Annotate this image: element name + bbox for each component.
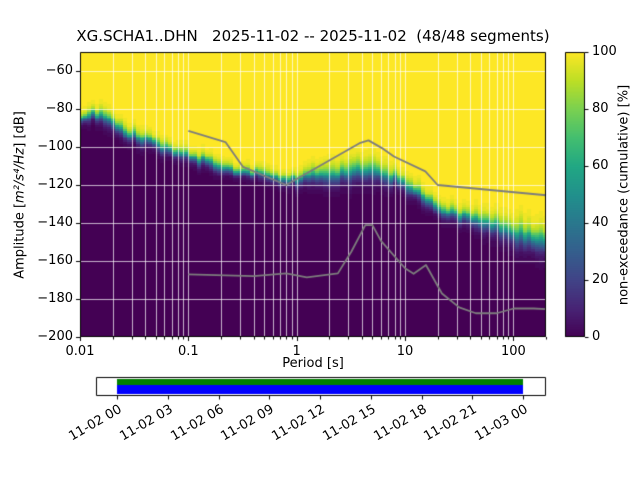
y-tick-label: −180	[37, 291, 73, 306]
y-axis-label-prefix: Amplitude [	[12, 202, 28, 279]
y-tick-label: −200	[37, 329, 73, 344]
colorbar-tick-label: 100	[592, 44, 617, 59]
y-tick-label: −120	[37, 177, 73, 192]
x-axis-label: Period [s]	[282, 356, 344, 371]
x-tick-label: 0.1	[178, 344, 199, 359]
y-tick-label: −140	[37, 215, 73, 230]
colorbar-tick-label: 80	[592, 101, 609, 116]
x-tick-label: 100	[500, 344, 526, 359]
colorbar-tick-label: 0	[592, 329, 601, 344]
y-tick-label: −80	[45, 101, 73, 116]
plot-title: XG.SCHA1..DHN 2025-11-02 -- 2025-11-02 (…	[76, 27, 550, 45]
x-tick-label: 10	[396, 344, 414, 359]
y-axis-label-suffix: ] [dB]	[12, 111, 28, 148]
y-tick-label: −160	[37, 253, 73, 268]
x-tick-label: 1	[292, 344, 301, 359]
x-tick-label: 0.01	[65, 344, 95, 359]
colorbar-tick-label: 40	[592, 215, 609, 230]
y-axis-label-units: m²/s⁴/Hz	[12, 147, 28, 203]
colorbar-label: non-exceedance (cumulative) [%]	[616, 84, 632, 306]
y-axis-label: Amplitude [m²/s⁴/Hz] [dB]	[13, 111, 28, 279]
colorbar-tick-label: 20	[592, 272, 609, 287]
y-tick-label: −100	[37, 139, 73, 154]
y-tick-label: −60	[45, 63, 73, 78]
colorbar-tick-label: 60	[592, 158, 609, 173]
